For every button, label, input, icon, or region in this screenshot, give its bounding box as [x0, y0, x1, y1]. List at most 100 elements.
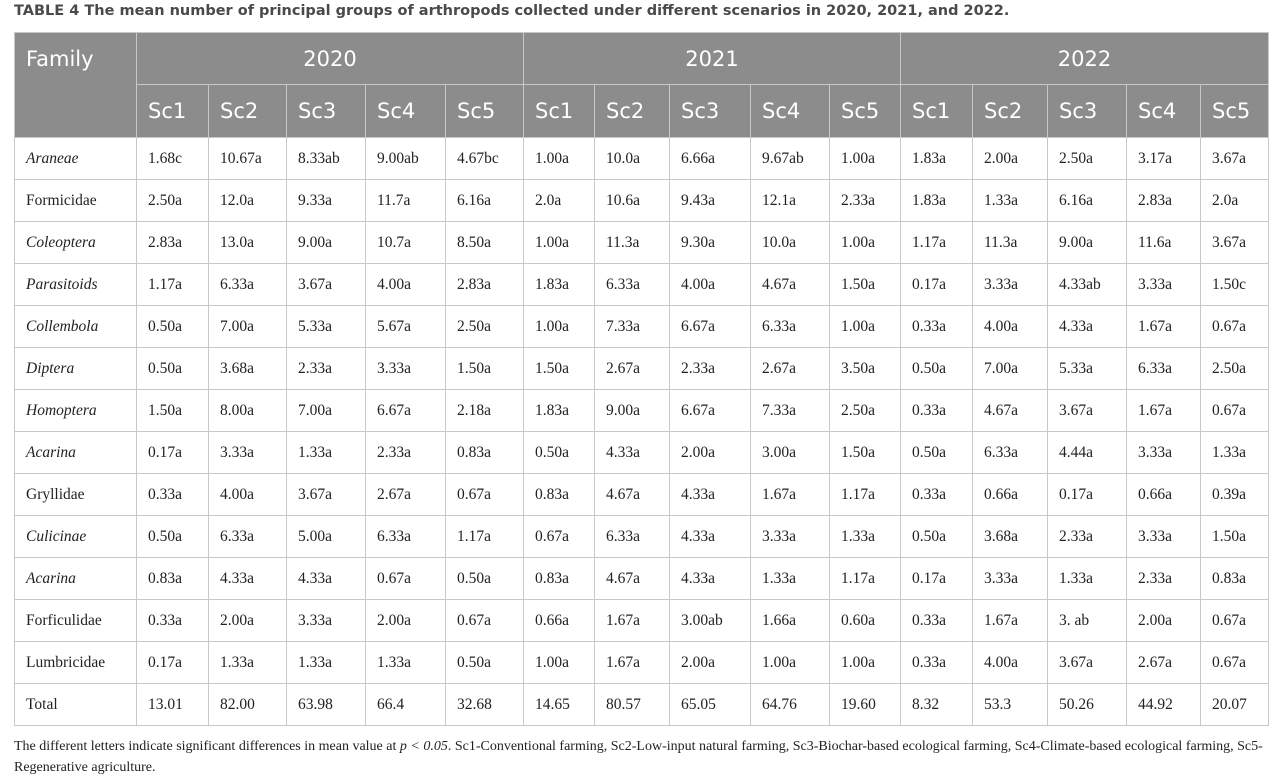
value-cell: 0.67a — [445, 599, 524, 642]
value-cell: 3.33a — [972, 263, 1048, 306]
value-cell: 3.17a — [1126, 137, 1201, 180]
value-cell: 1.33a — [208, 641, 287, 684]
value-cell: 6.33a — [365, 515, 446, 558]
family-header: Family — [14, 32, 137, 138]
year-header: 2021 — [523, 32, 901, 85]
value-cell: 1.67a — [1126, 389, 1201, 432]
header-row: Sc1 Sc2 Sc3 Sc4 Sc5 Sc1 Sc2 Sc3 Sc4 Sc5 Sc1 Sc2 Sc3 S… — [15, 84, 1269, 138]
value-cell: 9.00a — [1047, 221, 1127, 264]
value-cell: 3.33a — [1126, 263, 1201, 306]
value-cell: 2.18a — [445, 389, 524, 432]
value-cell: 3.68a — [972, 515, 1048, 558]
value-cell: 0.50a — [900, 347, 973, 390]
value-cell: 3.67a — [1047, 641, 1127, 684]
value-cell: 1.00a — [523, 137, 595, 180]
data-table: Family 2020 2021 2022 Sc1 Sc2 Sc3 Sc4 Sc5 Sc1 Sc2 S… — [14, 32, 1269, 726]
value-cell: 0.66a — [972, 473, 1048, 516]
value-cell: 6.66a — [669, 137, 751, 180]
value-cell: 6.33a — [208, 263, 287, 306]
table-row: Acarina 0.17a 3.33a 1.33a 2.33a 0.83a 0.50a 4.3… — [14, 431, 1269, 474]
value-cell: 1.50a — [445, 347, 524, 390]
value-cell: 1.68c — [136, 137, 209, 180]
value-cell: 1.00a — [523, 641, 595, 684]
value-cell: 9.30a — [669, 221, 751, 264]
value-cell: 13.01 — [136, 683, 209, 726]
value-cell: 50.26 — [1047, 683, 1127, 726]
value-cell: 19.60 — [829, 683, 901, 726]
value-cell: 8.33ab — [286, 137, 366, 180]
value-cell: 3.33a — [750, 515, 830, 558]
value-cell: 4.67a — [594, 557, 670, 600]
value-cell: 2.67a — [365, 473, 446, 516]
value-cell: 1.67a — [1126, 305, 1201, 348]
value-cell: 10.0a — [594, 137, 670, 180]
value-cell: 4.00a — [669, 263, 751, 306]
value-cell: 3.68a — [208, 347, 287, 390]
value-cell: 1.67a — [594, 599, 670, 642]
value-cell: 6.67a — [669, 389, 751, 432]
value-cell: 2.00a — [669, 431, 751, 474]
value-cell: 4.00a — [972, 641, 1048, 684]
value-cell: 0.50a — [900, 515, 973, 558]
value-cell: 8.32 — [900, 683, 973, 726]
family-cell: Collembola — [14, 305, 137, 348]
value-cell: 1.33a — [286, 431, 366, 474]
value-cell: 82.00 — [208, 683, 287, 726]
value-cell: 2.67a — [750, 347, 830, 390]
value-cell: 1.17a — [445, 515, 524, 558]
table-row: Lumbricidae 0.17a 1.33a 1.33a 1.33a 0.50a 1.00… — [14, 641, 1269, 684]
value-cell: 10.67a — [208, 137, 287, 180]
value-cell: 1.00a — [829, 221, 901, 264]
value-cell: 2.33a — [1047, 515, 1127, 558]
value-cell: 0.67a — [1200, 389, 1269, 432]
value-cell: 0.66a — [523, 599, 595, 642]
value-cell: 1.83a — [900, 179, 973, 222]
value-cell: 2.00a — [669, 641, 751, 684]
table-row: Coleoptera 2.83a 13.0a 9.00a 10.7a 8.50a 1.00a… — [14, 221, 1269, 264]
value-cell: 1.00a — [829, 137, 901, 180]
year-header: 2022 — [900, 32, 1269, 85]
value-cell: 44.92 — [1126, 683, 1201, 726]
value-cell: 12.0a — [208, 179, 287, 222]
table-row: Acarina 0.83a 4.33a 4.33a 0.67a 0.50a 0.83a 4.6… — [14, 557, 1269, 600]
value-cell: 6.33a — [208, 515, 287, 558]
scenario-header: Sc3 — [1047, 84, 1127, 138]
value-cell: 4.33a — [1047, 305, 1127, 348]
value-cell: 9.00ab — [365, 137, 446, 180]
footnote-text: The different letters indicate significa… — [14, 739, 400, 754]
scenario-header: Sc4 — [750, 84, 830, 138]
scenario-header: Sc2 — [594, 84, 670, 138]
value-cell: 11.7a — [365, 179, 446, 222]
value-cell: 1.83a — [900, 137, 973, 180]
value-cell: 0.67a — [523, 515, 595, 558]
family-cell: Acarina — [14, 431, 137, 474]
value-cell: 0.17a — [900, 263, 973, 306]
value-cell: 5.33a — [286, 305, 366, 348]
scenario-header: Sc1 — [523, 84, 595, 138]
value-cell: 8.00a — [208, 389, 287, 432]
value-cell: 4.33ab — [1047, 263, 1127, 306]
value-cell: 4.00a — [208, 473, 287, 516]
value-cell: 0.83a — [136, 557, 209, 600]
value-cell: 4.33a — [594, 431, 670, 474]
value-cell: 3.67a — [1047, 389, 1127, 432]
value-cell: 7.33a — [750, 389, 830, 432]
value-cell: 1.17a — [900, 221, 973, 264]
value-cell: 1.50a — [829, 263, 901, 306]
value-cell: 1.50c — [1200, 263, 1269, 306]
value-cell: 3.33a — [208, 431, 287, 474]
value-cell: 3.00a — [750, 431, 830, 474]
table-body: Araneae 1.68c 10.67a 8.33ab 9.00ab 4.67bc 1.00… — [14, 137, 1269, 726]
value-cell: 2.00a — [365, 599, 446, 642]
value-cell: 0.33a — [136, 599, 209, 642]
value-cell: 20.07 — [1200, 683, 1269, 726]
value-cell: 11.6a — [1126, 221, 1201, 264]
value-cell: 2.0a — [1200, 179, 1269, 222]
value-cell: 2.00a — [972, 137, 1048, 180]
footnote-text: . Sc1-Conventional farming, Sc2-Low-inpu… — [14, 739, 1263, 775]
value-cell: 0.60a — [829, 599, 901, 642]
value-cell: 2.83a — [136, 221, 209, 264]
value-cell: 4.33a — [208, 557, 287, 600]
